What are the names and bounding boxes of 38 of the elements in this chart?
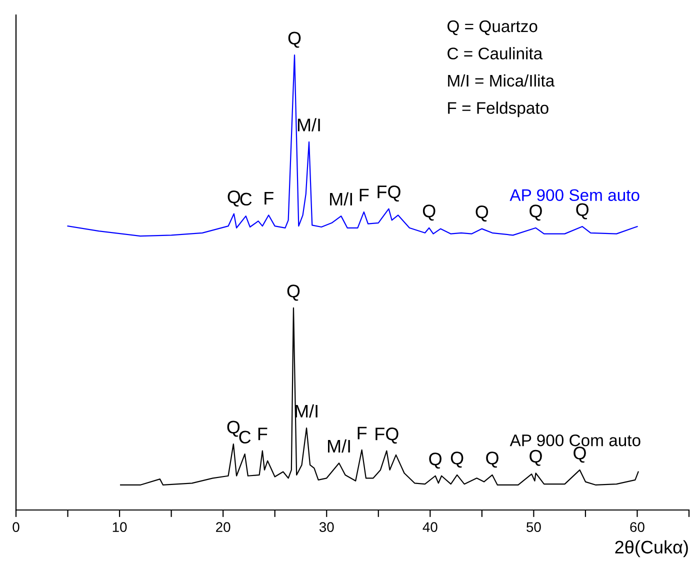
annotation: Q xyxy=(486,452,498,468)
annotation: F = Feldspato xyxy=(448,102,548,118)
annotation: Q xyxy=(429,452,442,469)
annotation: M/I = Mica/Ilita xyxy=(448,74,555,87)
annotation: C xyxy=(240,192,252,206)
annotation: F xyxy=(258,428,268,440)
annotation: Q xyxy=(450,452,464,468)
x-tick-label: 60 xyxy=(630,522,644,532)
annotation: Q xyxy=(287,284,300,301)
x-axis-title: 2θ(Cukα) xyxy=(615,540,688,558)
annotation: Q xyxy=(530,450,542,466)
series-label: AP 900 Com auto xyxy=(510,434,640,446)
x-tick-label: 20 xyxy=(216,522,230,532)
annotation: Q xyxy=(227,420,240,437)
annotation: Q xyxy=(476,206,488,222)
x-tick-label: 30 xyxy=(319,522,334,532)
annotation: Q xyxy=(530,204,542,221)
annotation: Q xyxy=(288,32,301,48)
annotation: F xyxy=(360,188,369,202)
annotation: Q xyxy=(228,190,240,207)
text: Q = Quartzo xyxy=(448,20,538,36)
annotation: Q xyxy=(576,203,589,220)
annotation: FQ xyxy=(378,185,400,202)
x-tick-label: 0 xyxy=(12,522,20,532)
series-label: AP 900 Sem auto xyxy=(510,189,640,202)
annotation: F xyxy=(264,192,274,204)
annotation: M/I xyxy=(298,118,320,132)
annotation: M/I xyxy=(328,439,350,453)
annotation: F xyxy=(358,426,367,440)
annotation: C xyxy=(239,430,251,444)
annotation: C = Caulinita xyxy=(448,47,543,60)
annotation: FQ xyxy=(376,428,398,444)
x-tick-label: 50 xyxy=(526,522,541,532)
annotation: M/I xyxy=(330,192,352,206)
annotation: Q xyxy=(422,204,436,221)
annotation: Q xyxy=(574,446,586,463)
x-tick-label: 10 xyxy=(112,522,127,532)
x-tick-label: 40 xyxy=(422,522,438,532)
